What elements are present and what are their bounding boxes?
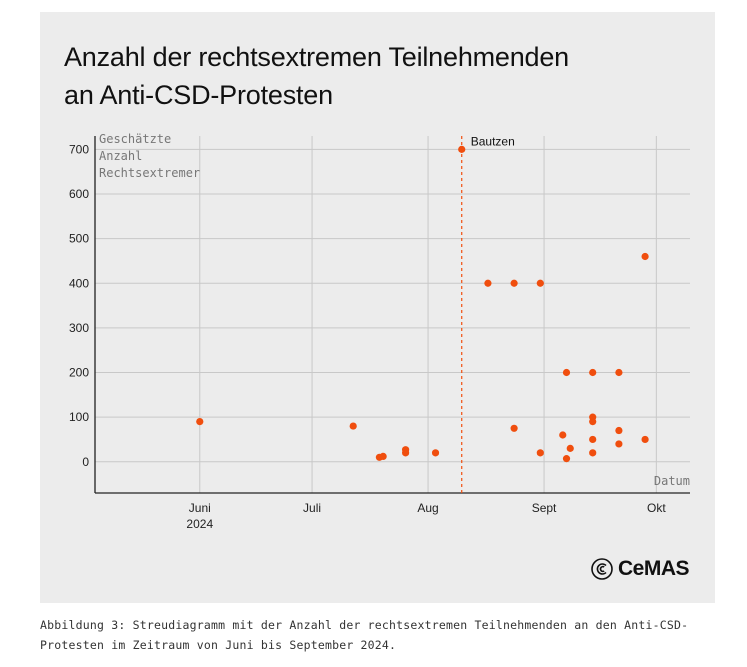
data-point [536, 279, 544, 287]
y-tick-label: 700 [69, 142, 89, 156]
x-tick-label: Juni [189, 501, 211, 515]
caption-line-1: Abbildung 3: Streudiagramm mit der Anzah… [40, 618, 689, 632]
x-tick-label: Okt [647, 501, 666, 515]
chart-title: Anzahl der rechtsextremen Teilnehmenden … [64, 38, 684, 114]
data-point [431, 449, 440, 457]
data-point [401, 446, 410, 454]
data-point [641, 252, 649, 261]
axis-layer [94, 136, 690, 494]
x-axis-title: Datum [654, 474, 690, 488]
data-point [615, 368, 623, 377]
data-point [196, 418, 204, 426]
y-axis-title-line: Geschätzte [99, 132, 171, 146]
data-point [562, 455, 571, 463]
data-point [484, 279, 492, 287]
x-tick-label: Juli [303, 501, 321, 515]
data-point [458, 145, 466, 153]
y-tick-label: 300 [69, 321, 89, 335]
data-point [536, 449, 544, 457]
data-point [615, 440, 623, 448]
data-point [641, 435, 649, 444]
data-point [510, 279, 518, 287]
data-point [349, 422, 357, 430]
data-point [615, 426, 623, 435]
y-axis-title-line: Anzahl [99, 149, 142, 163]
caption-line-2: Protesten im Zeitraum von Juni bis Septe… [40, 638, 397, 652]
data-point [510, 424, 518, 432]
cemas-logo-text: CeMAS [618, 557, 690, 580]
y-tick-label: 600 [69, 187, 89, 201]
data-point [562, 368, 571, 377]
y-tick-label: 200 [69, 366, 89, 380]
chart-title-line-2: an Anti-CSD-Protesten [64, 80, 333, 110]
y-tick-label: 400 [69, 276, 89, 290]
y-tick-label: 500 [69, 232, 89, 246]
data-point [379, 452, 387, 461]
y-tick-label: 100 [69, 410, 89, 424]
scatter-plot: 0 100 200 300 400 500 600 700 Juni 2024 Juli Aug Sep… [69, 132, 690, 531]
x-tick-label: Aug [417, 501, 438, 515]
y-axis-title-line: Rechtsextremer [99, 166, 200, 180]
cemas-logo-icon [591, 558, 613, 580]
label-layer: 0 100 200 300 400 500 600 700 Juni 2024 Juli Aug Sep… [69, 132, 690, 531]
y-tick-label: 0 [82, 455, 89, 469]
data-point [566, 444, 574, 452]
x-tick-sublabel: 2024 [186, 517, 213, 531]
x-tick-label: Sept [532, 501, 557, 515]
data-point [589, 449, 597, 457]
grid-layer [95, 136, 690, 493]
data-point [589, 418, 597, 426]
cemas-logo: CeMAS [590, 557, 690, 581]
figure-caption: Abbildung 3: Streudiagramm mit der Anzah… [40, 615, 720, 655]
data-points [196, 145, 649, 463]
chart-title-line-1: Anzahl der rechtsextremen Teilnehmenden [64, 42, 570, 72]
annotation-label: Bautzen [471, 134, 515, 148]
data-point [589, 368, 597, 377]
figure-card: Anzahl der rechtsextremen Teilnehmenden … [40, 12, 715, 603]
data-point [589, 435, 597, 444]
data-point [559, 431, 567, 439]
